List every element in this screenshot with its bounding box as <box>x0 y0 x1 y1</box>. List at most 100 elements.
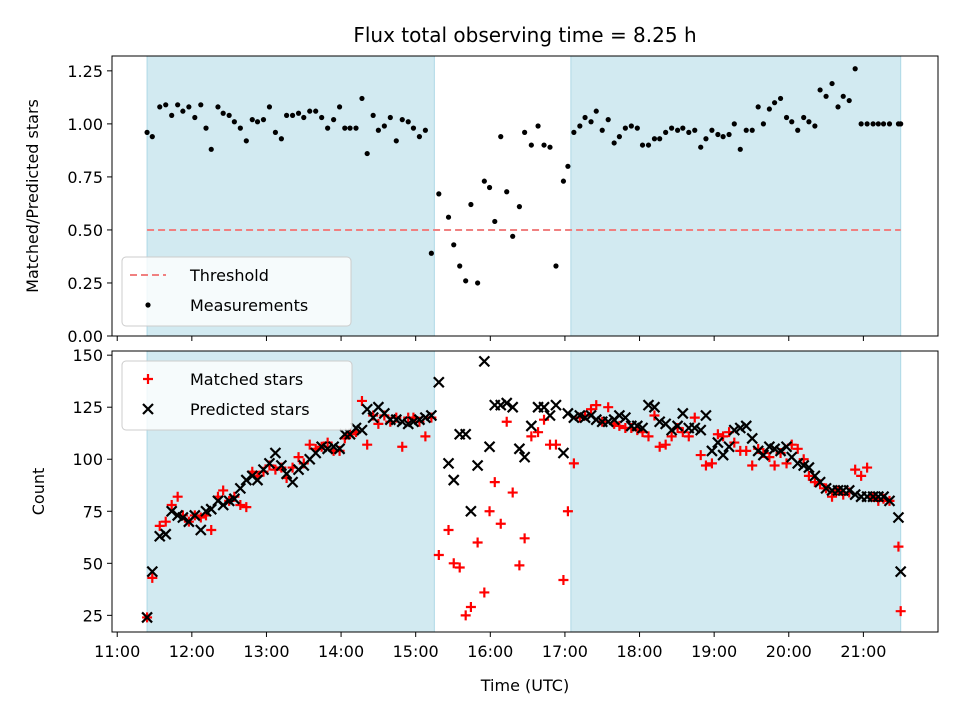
data-point <box>479 587 490 598</box>
ratio-legend: Threshold Measurements <box>121 256 352 327</box>
data-point <box>263 457 276 470</box>
data-point <box>760 121 766 127</box>
data-point <box>628 123 634 129</box>
data-point <box>789 119 795 125</box>
legend-x-swatch <box>142 403 154 415</box>
data-point <box>568 458 579 469</box>
data-point <box>241 502 252 513</box>
shaded-interval-2 <box>570 55 902 337</box>
data-point <box>774 445 787 457</box>
legend-dot-swatch <box>145 302 151 308</box>
data-point <box>694 424 707 436</box>
data-point <box>877 490 890 503</box>
data-point <box>286 476 299 488</box>
data-point <box>356 395 367 406</box>
data-point <box>163 102 169 108</box>
data-point <box>692 127 698 133</box>
data-point <box>747 460 758 471</box>
data-point <box>611 140 617 146</box>
data-point <box>746 432 758 445</box>
count-legend: Matched stars Predicted stars <box>121 360 353 431</box>
data-point <box>541 142 547 148</box>
data-point <box>422 127 428 133</box>
data-point <box>177 511 189 524</box>
data-point <box>284 112 290 118</box>
data-point <box>513 443 526 455</box>
data-point <box>149 134 155 140</box>
ratio-shaded-intervals <box>146 55 902 337</box>
data-point <box>471 459 484 472</box>
data-point <box>146 565 159 578</box>
data-point <box>172 491 183 502</box>
data-point <box>550 399 562 411</box>
legend-label: Measurements <box>190 296 308 315</box>
data-point <box>463 278 469 284</box>
data-point <box>141 611 153 624</box>
data-point <box>165 505 178 518</box>
data-point <box>203 125 209 131</box>
data-point <box>683 431 694 442</box>
data-point <box>723 440 735 453</box>
data-point <box>895 606 906 617</box>
data-point <box>428 250 434 256</box>
data-point <box>852 66 858 72</box>
data-point <box>319 114 325 121</box>
data-point <box>260 117 267 123</box>
series-dot <box>144 66 904 286</box>
legend-box <box>121 256 352 327</box>
data-point <box>603 402 614 413</box>
data-point <box>639 142 646 148</box>
y-tick-label: 0.25 <box>67 274 103 293</box>
data-point <box>313 108 319 114</box>
data-point <box>712 429 723 440</box>
data-point <box>605 117 611 123</box>
data-point <box>486 184 493 191</box>
count-y-axis-label: Count <box>29 468 48 516</box>
data-point <box>544 409 556 422</box>
data-point <box>771 100 778 106</box>
data-point <box>577 123 583 129</box>
data-point <box>700 460 711 471</box>
data-point <box>755 104 761 110</box>
data-point <box>516 204 523 210</box>
data-point <box>731 121 737 127</box>
data-point <box>803 470 814 481</box>
data-point <box>405 119 411 125</box>
data-point <box>420 431 431 442</box>
x-tick-label: 13:00 <box>243 642 289 661</box>
data-point <box>361 403 373 416</box>
data-point <box>356 424 368 436</box>
data-point <box>416 134 423 140</box>
data-point <box>550 439 561 450</box>
data-point <box>231 119 237 125</box>
data-point <box>506 401 519 413</box>
data-point <box>220 110 226 116</box>
count-y-ticks: 25 50 75 100 125 150 <box>72 346 112 625</box>
data-point <box>769 460 780 471</box>
data-point <box>410 125 417 131</box>
data-point <box>883 495 896 507</box>
data-point <box>893 541 904 552</box>
data-point <box>266 104 273 110</box>
data-point <box>195 524 207 536</box>
x-tick-label: 18:00 <box>616 642 662 661</box>
data-point <box>703 136 709 142</box>
data-point <box>619 411 632 424</box>
data-point <box>459 428 472 441</box>
data-point <box>154 520 165 531</box>
data-point <box>478 355 491 368</box>
data-point <box>208 146 214 152</box>
legend-label: Predicted stars <box>190 400 310 419</box>
measurement-points <box>144 66 904 286</box>
data-point <box>651 136 658 142</box>
chart-title: Flux total observing time = 8.25 h <box>353 23 696 47</box>
data-point <box>709 127 715 133</box>
data-point <box>715 131 721 138</box>
data-point <box>433 376 445 388</box>
ratio-panel: 0.00 0.25 0.50 0.75 1.00 1.25 Matched/Predict… <box>23 55 939 346</box>
ratio-axes-frame <box>111 55 939 337</box>
data-point <box>835 104 841 110</box>
data-point <box>886 121 893 127</box>
y-tick-label: 100 <box>72 450 103 469</box>
